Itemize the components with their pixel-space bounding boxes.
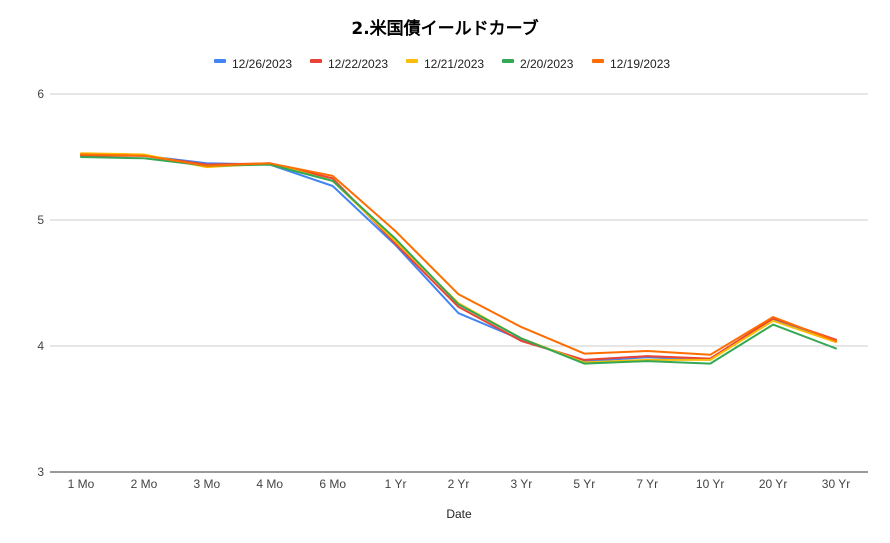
x-tick-label: 3 Mo	[193, 477, 220, 491]
legend-swatch	[592, 59, 604, 63]
legend-label: 2/20/2023	[520, 57, 574, 71]
y-axis-ticks: 3 4 5 6	[37, 87, 44, 479]
chart-title: 2.米国債イールドカーブ	[351, 18, 538, 39]
legend-label: 12/19/2023	[610, 57, 670, 71]
x-tick-label: 1 Mo	[68, 477, 95, 491]
x-tick-label: 3 Yr	[511, 477, 533, 491]
legend-swatch	[406, 59, 418, 63]
series-line	[80, 152, 837, 364]
x-tick-label: 1 Yr	[385, 477, 407, 491]
y-tick-label: 3	[37, 465, 44, 479]
legend-item[interactable]: 12/22/2023	[310, 57, 388, 71]
legend-swatch	[502, 59, 514, 63]
x-axis-ticks: 1 Mo 2 Mo 3 Mo 4 Mo 6 Mo 1 Yr 2 Yr 3 Yr 5 Yr 7 Yr…	[68, 477, 851, 491]
x-tick-label: 2 Mo	[131, 477, 158, 491]
legend-label: 12/21/2023	[424, 57, 484, 71]
x-tick-label: 20 Yr	[759, 477, 787, 491]
x-tick-label: 10 Yr	[696, 477, 724, 491]
legend-swatch	[214, 59, 226, 63]
series-line	[80, 156, 837, 365]
x-tick-label: 30 Yr	[822, 477, 850, 491]
chart-legend: 12/26/2023 12/22/2023 12/21/2023 2/20/2023 1…	[214, 57, 670, 71]
series-line	[80, 154, 837, 361]
legend-swatch	[310, 59, 322, 63]
x-tick-label: 7 Yr	[636, 477, 658, 491]
chart-series-lines	[80, 152, 837, 365]
legend-item[interactable]: 12/26/2023	[214, 57, 292, 71]
chart-gridlines	[50, 93, 868, 473]
legend-label: 12/22/2023	[328, 57, 388, 71]
series-line	[80, 153, 837, 356]
legend-item[interactable]: 12/19/2023	[592, 57, 670, 71]
x-tick-label: 2 Yr	[448, 477, 470, 491]
y-tick-label: 5	[37, 213, 44, 227]
legend-label: 12/26/2023	[232, 57, 292, 71]
legend-item[interactable]: 2/20/2023	[502, 57, 574, 71]
y-tick-label: 6	[37, 87, 44, 101]
x-axis-title: Date	[446, 507, 472, 521]
x-tick-label: 4 Mo	[256, 477, 283, 491]
x-tick-label: 6 Mo	[319, 477, 346, 491]
x-tick-label: 5 Yr	[573, 477, 595, 491]
legend-item[interactable]: 12/21/2023	[406, 57, 484, 71]
series-line	[80, 153, 837, 363]
y-tick-label: 4	[37, 339, 44, 353]
